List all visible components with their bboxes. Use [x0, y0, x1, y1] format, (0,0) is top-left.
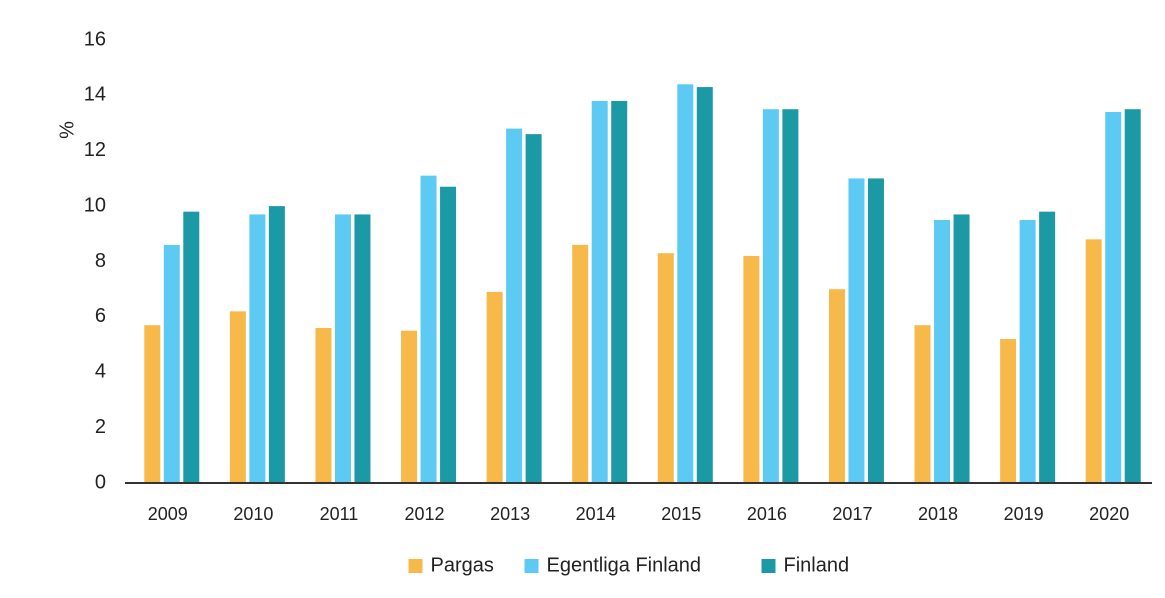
bar	[782, 109, 799, 483]
bar	[1085, 239, 1102, 483]
bar	[696, 87, 713, 483]
y-tick-label: 4	[95, 361, 106, 383]
bar	[828, 289, 845, 483]
x-tick-label: 2010	[233, 504, 273, 524]
y-tick-label: 2	[95, 416, 106, 438]
bar	[163, 244, 180, 483]
bar	[506, 128, 523, 483]
bar	[268, 206, 285, 483]
x-tick-label: 2009	[148, 504, 188, 524]
bar	[315, 327, 332, 483]
bar	[953, 214, 970, 483]
x-tick-label: 2016	[747, 504, 787, 524]
x-tick-label: 2018	[918, 504, 958, 524]
bar	[486, 291, 503, 483]
bar	[743, 255, 760, 483]
bar	[334, 214, 351, 483]
bar	[144, 325, 161, 483]
legend-swatch	[761, 559, 776, 573]
x-tick-label: 2017	[832, 504, 872, 524]
y-tick-label: 10	[84, 194, 106, 216]
bar	[401, 330, 418, 483]
bar	[525, 134, 542, 483]
legend-label: Pargas	[431, 554, 494, 576]
x-tick-label: 2020	[1089, 504, 1129, 524]
bar	[914, 325, 931, 483]
bar	[657, 253, 674, 483]
bar	[440, 186, 457, 483]
y-tick-label: 8	[95, 250, 106, 272]
bar	[762, 109, 779, 483]
legend-label: Finland	[784, 554, 850, 576]
bar	[229, 311, 246, 483]
bar	[1039, 211, 1056, 483]
bar	[354, 214, 371, 483]
y-tick-label: 12	[84, 139, 106, 161]
x-tick-label: 2015	[661, 504, 701, 524]
x-tick-label: 2019	[1004, 504, 1044, 524]
x-tick-label: 2013	[490, 504, 530, 524]
bar	[1124, 109, 1141, 483]
x-tick-label: 2014	[576, 504, 616, 524]
bar	[183, 211, 200, 483]
legend-swatch	[408, 559, 423, 573]
bar	[848, 178, 865, 483]
legend-label: Egentliga Finland	[547, 554, 702, 576]
bar	[420, 175, 437, 483]
legend-swatch	[524, 559, 539, 573]
bar	[611, 100, 628, 483]
bar	[867, 178, 884, 483]
y-axis-label: %	[56, 121, 78, 139]
y-tick-label: 6	[95, 305, 106, 327]
bar	[249, 214, 266, 483]
bar	[1000, 339, 1017, 483]
x-tick-label: 2012	[405, 504, 445, 524]
bar	[572, 244, 589, 483]
y-tick-label: 0	[95, 471, 106, 493]
bar	[1019, 219, 1036, 483]
y-tick-label: 16	[84, 28, 106, 50]
y-tick-label: 14	[84, 84, 106, 106]
bar	[1105, 111, 1122, 484]
bar	[934, 219, 951, 483]
bar	[677, 84, 694, 484]
bar	[591, 100, 608, 483]
x-tick-label: 2011	[320, 504, 359, 524]
